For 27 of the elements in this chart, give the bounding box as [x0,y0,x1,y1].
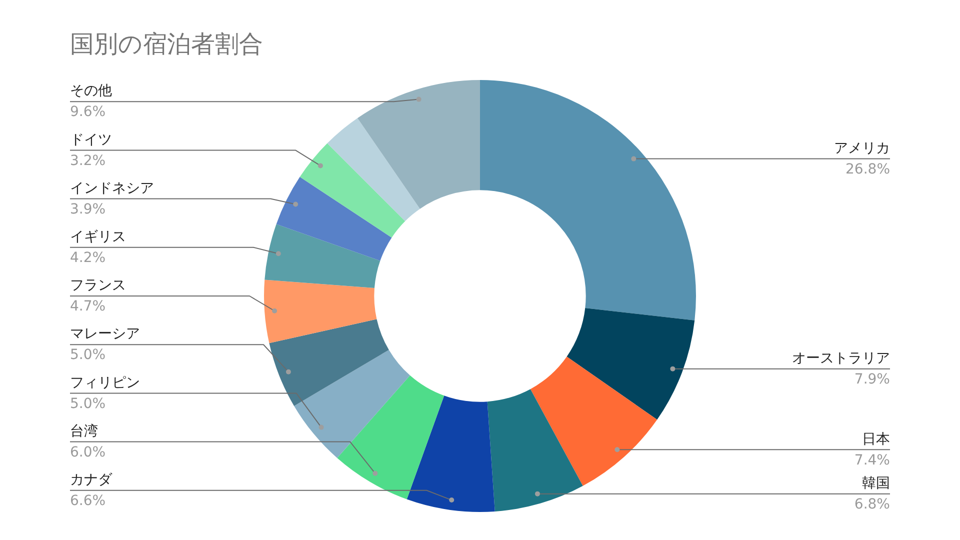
slice-label: カナダ [70,472,113,488]
slice-label: 韓国 [862,475,890,492]
data-label: 6.0% [70,444,106,460]
slice-label: オーストラリア [792,350,890,366]
data-label: 5.0% [70,396,106,412]
data-label: 7.4% [854,452,890,468]
data-label: 3.9% [70,201,106,218]
slice-label: マレーシア [70,326,140,342]
data-label: 3.2% [70,152,106,169]
chart-title: 国別の宿泊者割合 [70,29,263,60]
data-label: 9.6% [70,104,106,120]
slice-label: イギリス [70,229,126,246]
data-label: 5.0% [70,347,106,364]
data-label: 6.8% [854,496,890,512]
slice-label: インドネシア [70,180,154,196]
data-label: 7.9% [854,371,890,388]
data-label: 4.7% [70,298,106,315]
slice-label: フランス [70,278,126,294]
slice-label: フィリピン [70,374,140,391]
slice-label: ドイツ [70,132,112,148]
slice-label: 台湾 [70,423,98,440]
slice-label: 日本 [862,431,890,448]
slice-label: アメリカ [834,140,890,156]
slice-label: その他 [70,83,112,100]
data-label: 6.6% [70,493,106,510]
data-label: 26.8% [846,161,890,178]
data-label: 4.2% [70,250,106,266]
